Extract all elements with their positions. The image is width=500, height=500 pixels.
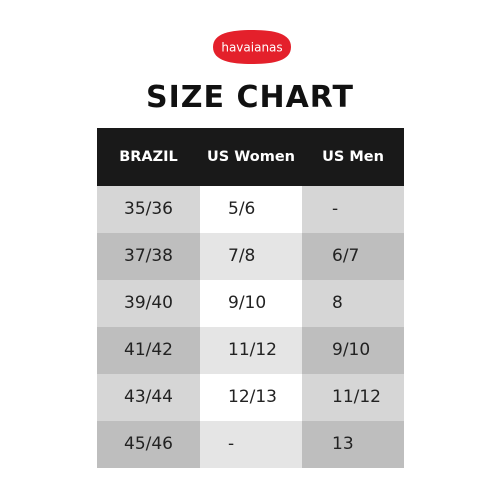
- cell-us-men: 8: [302, 280, 404, 327]
- table-row: 41/42 11/12 9/10: [97, 327, 404, 374]
- cell-brazil: 35/36: [97, 186, 200, 233]
- logo-text: havaianas: [221, 41, 282, 55]
- header-us-women: US Women: [207, 149, 295, 165]
- cell-us-men: 9/10: [302, 327, 404, 374]
- havaianas-logo: havaianas: [209, 27, 295, 67]
- table-header: BRAZIL US Women US Men: [97, 128, 404, 186]
- logo-badge-icon: havaianas: [213, 30, 291, 64]
- cell-brazil: 41/42: [97, 327, 200, 374]
- table-row: 43/44 12/13 11/12: [97, 374, 404, 421]
- cell-us-men: 6/7: [302, 233, 404, 280]
- table-row: 39/40 9/10 8: [97, 280, 404, 327]
- page-title: SIZE CHART: [145, 80, 355, 115]
- cell-us-women: -: [200, 421, 302, 468]
- cell-us-women: 5/6: [200, 186, 302, 233]
- table-row: 45/46-13: [97, 421, 404, 468]
- cell-us-men: 11/12: [302, 374, 404, 421]
- cell-brazil: 39/40: [97, 280, 200, 327]
- cell-us-women: 11/12: [200, 327, 302, 374]
- cell-brazil: 45/46: [97, 421, 200, 468]
- cell-us-women: 12/13: [200, 374, 302, 421]
- cell-us-women: 9/10: [200, 280, 302, 327]
- table-row: 35/36 5/6-: [97, 186, 404, 233]
- table-row: 37/38 7/8 6/7: [97, 233, 404, 280]
- cell-brazil: 43/44: [97, 374, 200, 421]
- header-us-men: US Men: [322, 149, 384, 165]
- cell-brazil: 37/38: [97, 233, 200, 280]
- header-brazil: BRAZIL: [119, 149, 178, 165]
- cell-us-men: 13: [302, 421, 404, 468]
- cell-us-women: 7/8: [200, 233, 302, 280]
- cell-us-men: -: [302, 186, 404, 233]
- size-chart-table: BRAZIL US Women US Men 35/36 5/6-37/38 7/8…: [97, 128, 404, 468]
